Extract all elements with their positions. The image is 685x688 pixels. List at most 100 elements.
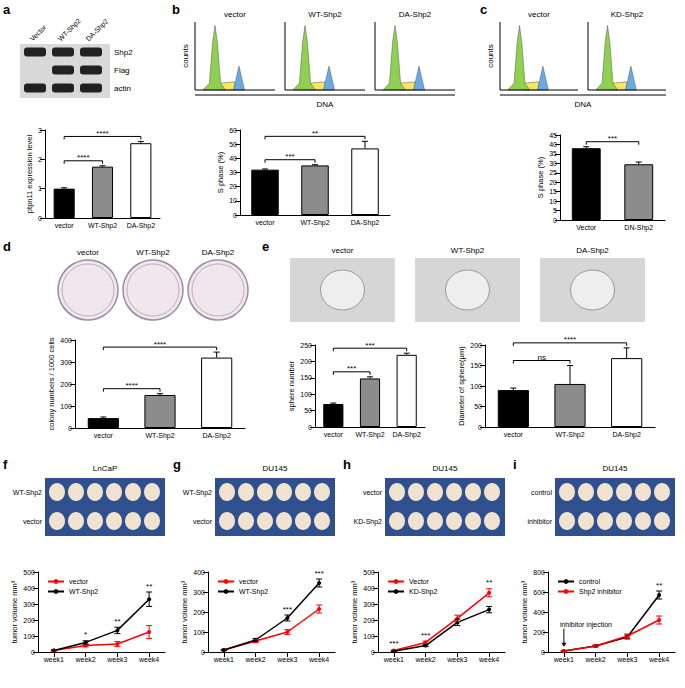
- svg-text:400: 400: [363, 585, 375, 592]
- svg-text:Vector: Vector: [29, 23, 48, 42]
- svg-text:inhibitor: inhibitor: [527, 518, 552, 525]
- svg-text:week4: week4: [308, 656, 329, 663]
- svg-text:DA-Shp2: DA-Shp2: [612, 431, 641, 439]
- svg-text:***: ***: [285, 152, 294, 161]
- svg-text:WT-Shp2: WT-Shp2: [136, 248, 170, 257]
- svg-text:200: 200: [470, 342, 482, 349]
- svg-text:500: 500: [23, 569, 35, 576]
- svg-text:WT-Shp2: WT-Shp2: [145, 432, 174, 440]
- svg-text:100: 100: [363, 633, 375, 640]
- svg-text:tumor volume mm³: tumor volume mm³: [10, 580, 19, 643]
- svg-text:100: 100: [470, 383, 482, 390]
- svg-text:vector: vector: [363, 489, 383, 496]
- svg-text:400: 400: [23, 585, 35, 592]
- svg-text:50: 50: [304, 407, 312, 414]
- svg-text:DNA: DNA: [575, 100, 593, 109]
- svg-text:45: 45: [549, 132, 557, 139]
- svg-text:WT-Shp2: WT-Shp2: [308, 10, 342, 19]
- svg-text:Vector: Vector: [576, 224, 597, 231]
- svg-text:sphere number: sphere number: [287, 360, 296, 411]
- svg-text:0: 0: [38, 215, 42, 222]
- svg-text:colony numbers / 1000 cells: colony numbers / 1000 cells: [47, 337, 56, 430]
- svg-text:10: 10: [549, 198, 557, 205]
- svg-text:actin: actin: [114, 84, 131, 93]
- svg-text:WT-Shp2: WT-Shp2: [13, 489, 42, 497]
- svg-text:LnCaP: LnCaP: [93, 464, 117, 473]
- svg-text:control: control: [531, 489, 552, 496]
- svg-text:WT-Shp2: WT-Shp2: [57, 17, 83, 43]
- svg-text:week3: week3: [446, 656, 467, 663]
- svg-text:****: ****: [564, 335, 576, 344]
- svg-text:DU145: DU145: [263, 464, 288, 473]
- svg-text:Shp2: Shp2: [114, 48, 133, 57]
- svg-text:20: 20: [229, 183, 237, 190]
- svg-text:0: 0: [371, 649, 375, 656]
- svg-text:50: 50: [229, 141, 237, 148]
- svg-text:***: ***: [283, 605, 292, 614]
- svg-text:DA-Shp2: DA-Shp2: [127, 222, 156, 230]
- svg-text:week4: week4: [138, 656, 159, 663]
- svg-text:800: 800: [533, 569, 545, 576]
- svg-text:WT-Shp2: WT-Shp2: [69, 588, 98, 596]
- svg-text:0: 0: [201, 649, 205, 656]
- svg-text:tumor volume mm³: tumor volume mm³: [180, 580, 189, 643]
- svg-text:300: 300: [363, 601, 375, 608]
- svg-text:g: g: [173, 457, 181, 472]
- svg-text:inhibitor injection: inhibitor injection: [560, 621, 612, 629]
- svg-text:30: 30: [229, 169, 237, 176]
- svg-text:week4: week4: [648, 656, 669, 663]
- svg-text:400: 400: [60, 337, 72, 344]
- svg-text:DA-Shp2: DA-Shp2: [576, 246, 609, 255]
- svg-text:KD-Shp2: KD-Shp2: [354, 518, 383, 526]
- svg-text:WT-Shp2: WT-Shp2: [355, 431, 384, 439]
- svg-text:300: 300: [193, 589, 205, 596]
- svg-text:100: 100: [300, 391, 312, 398]
- svg-text:vector: vector: [224, 10, 246, 19]
- svg-text:600: 600: [533, 589, 545, 596]
- svg-text:b: b: [172, 2, 180, 17]
- svg-text:control: control: [579, 578, 600, 585]
- svg-text:KD-Shp2: KD-Shp2: [409, 588, 438, 596]
- svg-text:WT-Shp2: WT-Shp2: [555, 431, 584, 439]
- svg-text:40: 40: [549, 141, 557, 148]
- svg-text:week2: week2: [75, 656, 96, 663]
- svg-text:15: 15: [549, 188, 557, 195]
- svg-text:5: 5: [553, 207, 557, 214]
- svg-text:week1: week1: [43, 656, 64, 663]
- svg-text:**: **: [656, 581, 662, 590]
- svg-text:3: 3: [38, 127, 42, 134]
- svg-text:****: ****: [96, 129, 108, 138]
- svg-text:week2: week2: [245, 656, 266, 663]
- svg-text:DNA: DNA: [317, 100, 335, 109]
- svg-text:****: ****: [154, 340, 166, 349]
- svg-text:tumor volume mm³: tumor volume mm³: [520, 580, 529, 643]
- svg-text:S phase (%): S phase (%): [216, 151, 225, 193]
- svg-text:DA-Shp2: DA-Shp2: [202, 248, 235, 257]
- svg-text:0: 0: [478, 424, 482, 431]
- svg-text:2: 2: [38, 156, 42, 163]
- svg-text:vector: vector: [528, 10, 550, 19]
- svg-text:vector: vector: [69, 578, 89, 585]
- svg-text:**: **: [312, 129, 318, 138]
- svg-text:***: ***: [314, 569, 323, 578]
- svg-text:**: **: [114, 617, 120, 626]
- svg-text:e: e: [262, 239, 269, 254]
- svg-text:200: 200: [533, 629, 545, 636]
- svg-text:DN-Shp2: DN-Shp2: [624, 224, 653, 232]
- svg-text:1: 1: [38, 185, 42, 192]
- svg-text:***: ***: [365, 341, 374, 350]
- svg-text:300: 300: [60, 359, 72, 366]
- svg-text:vector: vector: [324, 431, 344, 438]
- svg-text:10: 10: [229, 197, 237, 204]
- svg-text:60: 60: [229, 127, 237, 134]
- svg-text:h: h: [343, 457, 351, 472]
- svg-text:****: ****: [125, 381, 137, 390]
- svg-text:tumor volume mm³: tumor volume mm³: [350, 580, 359, 643]
- svg-text:DA-Shp2: DA-Shp2: [85, 17, 111, 43]
- svg-text:WT-Shp2: WT-Shp2: [88, 222, 117, 230]
- svg-text:150: 150: [470, 362, 482, 369]
- svg-text:0: 0: [233, 212, 237, 219]
- svg-text:200: 200: [23, 617, 35, 624]
- svg-text:150: 150: [300, 374, 312, 381]
- svg-text:i: i: [513, 457, 517, 472]
